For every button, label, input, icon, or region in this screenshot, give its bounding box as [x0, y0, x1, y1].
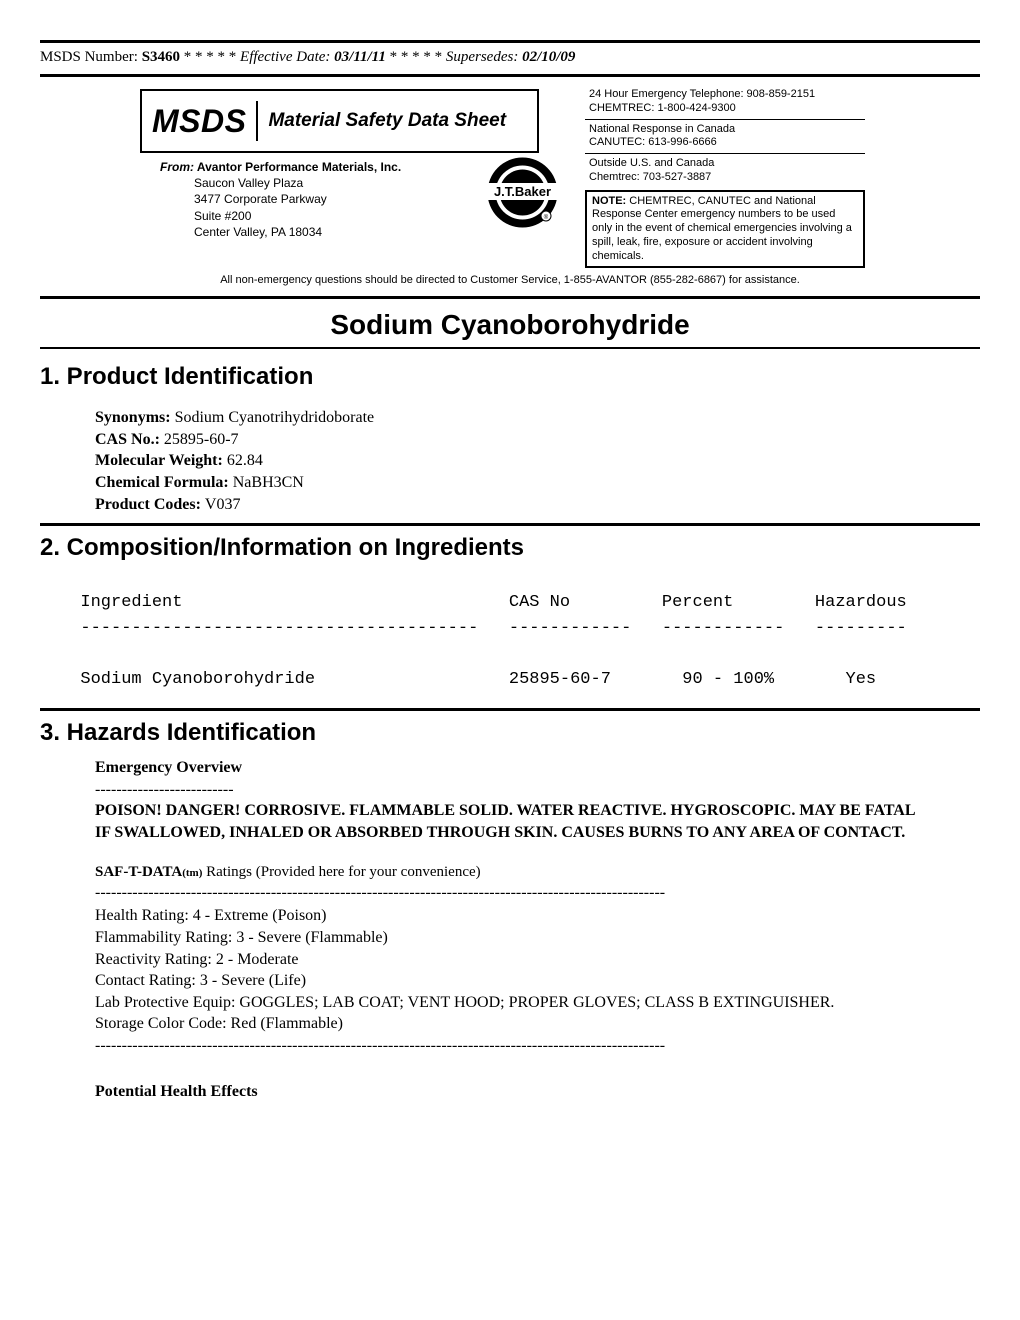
- safdata-tm: (tm): [182, 867, 202, 879]
- addr-line-4: Center Valley, PA 18034: [160, 224, 485, 240]
- msds-number-label: MSDS Number:: [40, 49, 142, 65]
- rating-contact: Contact Rating: 3 - Severe (Life): [95, 970, 980, 992]
- ingredient-table: Ingredient CAS No Percent Hazardous ----…: [40, 566, 980, 708]
- supersedes-label: Supersedes:: [446, 49, 522, 65]
- pc-value: V037: [205, 496, 241, 513]
- stars1: * * * * *: [180, 49, 240, 65]
- ingredient-row-1: Sodium Cyanoborohydride 25895-60-7 90 - …: [60, 670, 876, 689]
- section-2-title: 2. Composition/Information on Ingredient…: [40, 526, 980, 566]
- contact-box-outside: Outside U.S. and Canada Chemtrec: 703-52…: [585, 153, 865, 188]
- cas-value: 25895-60-7: [164, 431, 239, 448]
- contact-note-box: NOTE: CHEMTREC, CANUTEC and National Res…: [585, 190, 865, 269]
- rating-ppe: Lab Protective Equip: GOGGLES; LAB COAT;…: [95, 992, 980, 1014]
- section-3-title: 3. Hazards Identification: [40, 711, 980, 751]
- addr-line-3: Suite #200: [160, 208, 485, 224]
- safdata-dashes-top: ----------------------------------------…: [95, 882, 980, 904]
- effective-date-label: Effective Date:: [240, 49, 334, 65]
- mw-value: 62.84: [227, 452, 263, 469]
- contact-box-canada: National Response in Canada CANUTEC: 613…: [585, 119, 865, 154]
- msds-big-text: MSDS: [152, 105, 246, 137]
- safdata-label: SAF-T-DATA: [95, 864, 182, 880]
- cf-value: NaBH3CN: [233, 474, 304, 491]
- synonyms-label: Synonyms:: [95, 409, 175, 426]
- cas-label: CAS No.:: [95, 431, 164, 448]
- chemical-name: Sodium Cyanoborohydride: [40, 299, 980, 347]
- svg-text:®: ®: [544, 214, 549, 221]
- msds-number: S3460: [142, 49, 180, 65]
- logo-column: ® J.T.Baker: [485, 85, 585, 235]
- rating-flammability: Flammability Rating: 3 - Severe (Flammab…: [95, 927, 980, 949]
- rule-below-name: [40, 347, 980, 349]
- emergency-phone: 24 Hour Emergency Telephone: 908-859-215…: [589, 88, 861, 102]
- ratings-block: Health Rating: 4 - Extreme (Poison) Flam…: [95, 903, 980, 1035]
- canutec-phone: CANUTEC: 613-996-6666: [589, 136, 861, 150]
- supersedes-date: 02/10/09: [522, 49, 575, 65]
- company-name: Avantor Performance Materials, Inc.: [194, 160, 401, 174]
- document-header-line: MSDS Number: S3460 * * * * * Effective D…: [40, 43, 980, 74]
- note-label: NOTE:: [592, 195, 629, 207]
- canada-label: National Response in Canada: [589, 123, 861, 137]
- rating-reactivity: Reactivity Rating: 2 - Moderate: [95, 949, 980, 971]
- cf-label: Chemical Formula:: [95, 474, 233, 491]
- customer-service-line: All non-emergency questions should be di…: [40, 268, 980, 292]
- msds-logo-box: MSDS: [142, 101, 258, 141]
- chemtrec-phone: CHEMTREC: 1-800-424-9300: [589, 102, 861, 116]
- ingredient-divider: --------------------------------------- …: [60, 619, 907, 638]
- rating-storage: Storage Color Code: Red (Flammable): [95, 1013, 980, 1035]
- section-1-body: Synonyms: Sodium Cyanotrihydridoborate C…: [40, 395, 980, 523]
- ingredient-header: Ingredient CAS No Percent Hazardous: [60, 593, 907, 612]
- safdata-dashes-bottom: ----------------------------------------…: [95, 1035, 980, 1057]
- info-block: MSDS Material Safety Data Sheet From: Av…: [40, 77, 980, 296]
- section-1-title: 1. Product Identification: [40, 355, 980, 395]
- msds-banner: MSDS Material Safety Data Sheet: [140, 89, 539, 153]
- stars2: * * * * *: [386, 49, 446, 65]
- emergency-warning: POISON! DANGER! CORROSIVE. FLAMMABLE SOL…: [95, 800, 980, 843]
- addr-line-1: Saucon Valley Plaza: [160, 175, 485, 191]
- emergency-dashes: --------------------------: [95, 779, 980, 801]
- outside-label: Outside U.S. and Canada: [589, 157, 861, 171]
- contact-column: 24 Hour Emergency Telephone: 908-859-215…: [585, 85, 865, 268]
- addr-line-2: 3477 Corporate Parkway: [160, 191, 485, 207]
- rating-health: Health Rating: 4 - Extreme (Poison): [95, 905, 980, 927]
- from-address: From: Avantor Performance Materials, Inc…: [160, 159, 485, 240]
- effective-date: 03/11/11: [334, 49, 386, 65]
- mw-label: Molecular Weight:: [95, 452, 227, 469]
- note-text: CHEMTREC, CANUTEC and National Response …: [592, 195, 852, 262]
- left-column: MSDS Material Safety Data Sheet From: Av…: [40, 85, 485, 240]
- outside-phone: Chemtrec: 703-527-3887: [589, 171, 861, 185]
- contact-box-emergency: 24 Hour Emergency Telephone: 908-859-215…: [585, 85, 865, 119]
- jtbaker-text: J.T.Baker: [485, 183, 560, 200]
- safdata-suffix: Ratings (Provided here for your convenie…: [202, 864, 480, 880]
- from-label: From:: [160, 160, 194, 174]
- jtbaker-logo: ® J.T.Baker: [485, 155, 560, 230]
- emergency-overview-label: Emergency Overview: [95, 757, 980, 779]
- synonyms-value: Sodium Cyanotrihydridoborate: [175, 409, 375, 426]
- section-3-body: Emergency Overview ---------------------…: [40, 751, 980, 1102]
- potential-health-effects-label: Potential Health Effects: [95, 1057, 980, 1103]
- pc-label: Product Codes:: [95, 496, 205, 513]
